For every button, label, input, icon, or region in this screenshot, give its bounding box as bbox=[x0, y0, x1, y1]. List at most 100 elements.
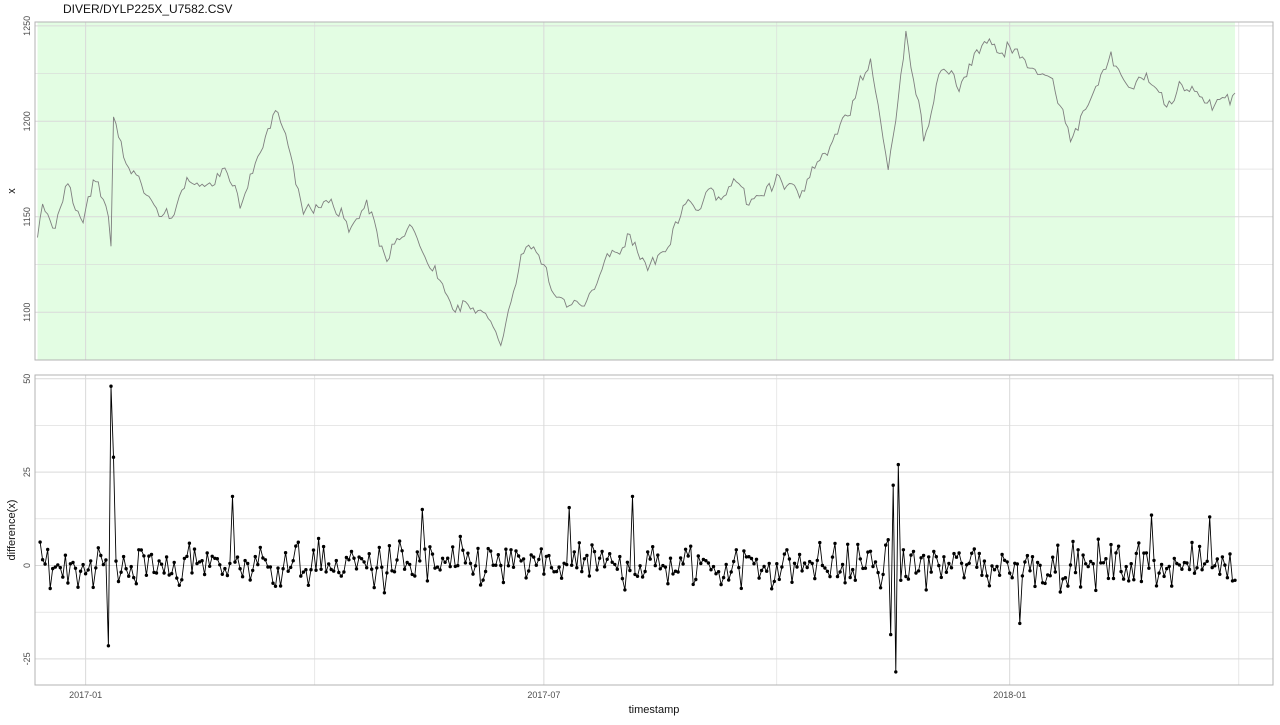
difference-point bbox=[1142, 551, 1146, 555]
x-tick-label: 2017-07 bbox=[527, 690, 560, 700]
difference-point bbox=[446, 556, 450, 560]
difference-point bbox=[208, 564, 212, 568]
difference-point bbox=[281, 567, 285, 571]
difference-point bbox=[754, 557, 759, 561]
difference-point bbox=[200, 559, 204, 563]
difference-point bbox=[456, 563, 460, 568]
difference-point bbox=[501, 580, 506, 585]
difference-point bbox=[623, 588, 627, 592]
difference-point bbox=[342, 570, 346, 574]
difference-point bbox=[1132, 578, 1136, 582]
difference-point bbox=[592, 549, 597, 554]
difference-point bbox=[461, 548, 465, 552]
difference-point bbox=[1220, 555, 1225, 559]
difference-point bbox=[959, 561, 964, 565]
difference-point bbox=[106, 644, 111, 648]
difference-point bbox=[1063, 576, 1068, 580]
difference-point bbox=[377, 545, 381, 550]
difference-point bbox=[89, 559, 93, 563]
difference-point bbox=[878, 586, 883, 590]
difference-point bbox=[139, 548, 143, 552]
difference-point bbox=[628, 568, 632, 573]
difference-point bbox=[734, 548, 738, 552]
difference-point bbox=[838, 570, 842, 574]
difference-point bbox=[992, 568, 997, 572]
difference-point bbox=[937, 563, 941, 568]
difference-point bbox=[1129, 562, 1133, 566]
difference-point bbox=[980, 573, 984, 577]
difference-point bbox=[43, 562, 47, 566]
difference-point bbox=[1053, 570, 1058, 574]
difference-point bbox=[906, 577, 911, 581]
difference-point bbox=[223, 566, 227, 571]
difference-point bbox=[304, 568, 308, 572]
difference-point bbox=[921, 553, 926, 558]
difference-point bbox=[815, 558, 819, 563]
difference-point bbox=[552, 570, 556, 574]
top-y-tick-label: 1150 bbox=[22, 207, 32, 226]
difference-point bbox=[365, 566, 369, 570]
difference-point bbox=[1210, 565, 1214, 570]
difference-point bbox=[1091, 562, 1095, 566]
difference-point bbox=[709, 568, 713, 572]
difference-point bbox=[514, 549, 518, 553]
difference-point bbox=[810, 561, 814, 566]
difference-point bbox=[296, 540, 300, 544]
difference-point bbox=[81, 562, 85, 567]
difference-point bbox=[162, 571, 166, 575]
difference-point bbox=[759, 568, 764, 573]
difference-point bbox=[997, 573, 1002, 577]
difference-point bbox=[780, 565, 784, 569]
difference-point bbox=[253, 554, 257, 559]
difference-point bbox=[711, 564, 716, 569]
difference-point bbox=[990, 564, 994, 568]
difference-point bbox=[1071, 539, 1075, 544]
difference-point bbox=[1015, 562, 1019, 566]
difference-point bbox=[975, 565, 979, 569]
difference-point bbox=[405, 560, 409, 565]
difference-point bbox=[1121, 577, 1126, 581]
difference-point bbox=[101, 562, 106, 567]
difference-point bbox=[772, 579, 776, 584]
difference-point bbox=[1025, 553, 1030, 558]
difference-point bbox=[673, 569, 678, 573]
difference-point bbox=[630, 494, 635, 499]
difference-point bbox=[149, 552, 154, 557]
difference-point bbox=[154, 571, 159, 575]
difference-point bbox=[428, 545, 432, 549]
difference-point bbox=[1099, 561, 1103, 565]
difference-point bbox=[473, 564, 478, 568]
difference-point bbox=[770, 587, 774, 591]
difference-point bbox=[600, 549, 604, 554]
x-tick-label: 2017-01 bbox=[69, 690, 102, 700]
difference-point bbox=[1165, 566, 1169, 571]
difference-point bbox=[691, 582, 695, 587]
difference-point bbox=[643, 569, 647, 574]
difference-point bbox=[1000, 552, 1004, 557]
difference-point bbox=[357, 555, 361, 559]
chart-title: DIVER/DYLP225X_U7582.CSV bbox=[63, 2, 232, 16]
difference-point bbox=[111, 455, 116, 459]
difference-point bbox=[696, 554, 700, 558]
difference-point bbox=[496, 553, 500, 557]
top-y-tick-label: 1200 bbox=[22, 111, 32, 131]
difference-point bbox=[159, 562, 164, 566]
difference-point bbox=[797, 552, 802, 557]
difference-point bbox=[699, 561, 703, 566]
difference-point bbox=[256, 562, 260, 567]
difference-point bbox=[499, 563, 503, 568]
difference-point bbox=[1101, 561, 1106, 565]
difference-point bbox=[775, 562, 779, 566]
difference-point bbox=[1200, 568, 1204, 572]
bottom-y-tick-label: 0 bbox=[22, 563, 32, 568]
difference-point bbox=[134, 582, 138, 586]
difference-point bbox=[1195, 566, 1199, 570]
difference-point bbox=[370, 567, 374, 571]
difference-point bbox=[572, 550, 576, 554]
difference-point bbox=[529, 553, 533, 557]
difference-point bbox=[1114, 551, 1118, 555]
difference-point bbox=[787, 557, 792, 561]
difference-point bbox=[620, 576, 625, 581]
difference-point bbox=[851, 567, 855, 572]
